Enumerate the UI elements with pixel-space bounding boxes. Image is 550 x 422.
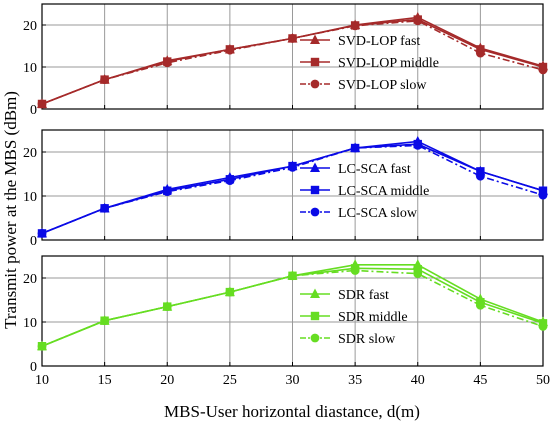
legend-marker — [310, 333, 320, 343]
x-tick-label: 35 — [348, 373, 362, 388]
x-axis-label: MBS-User horizontal diastance, d(m) — [164, 402, 420, 421]
data-point — [162, 302, 172, 311]
legend-label: LC-SCA fast — [338, 162, 411, 177]
legend: SVD-LOP fast SVD-LOP middle SVD-LOP slow — [300, 34, 439, 93]
x-tick-label: 30 — [286, 373, 300, 388]
legend: LC-SCA fast LC-SCA middle LC-SCA slow — [300, 162, 429, 221]
legend-label: SDR slow — [338, 332, 396, 347]
legend-label: SVD-LOP slow — [338, 78, 427, 93]
data-point — [288, 34, 297, 43]
x-tick-labels: 10 15 20 25 30 35 40 45 50 — [35, 373, 550, 388]
y-tick-label: 10 — [23, 316, 37, 331]
legend-label: SDR fast — [338, 288, 389, 303]
legend-marker — [310, 57, 320, 67]
data-point — [100, 316, 110, 326]
legend-label: SDR middle — [338, 310, 408, 325]
legend-marker — [310, 311, 320, 321]
data-point — [413, 269, 423, 278]
x-tick-label: 15 — [98, 373, 112, 388]
data-point — [225, 287, 235, 297]
data-point — [350, 143, 360, 153]
y-tick-label: 20 — [23, 19, 37, 34]
data-point — [475, 171, 485, 181]
y-tick-label: 0 — [30, 360, 37, 375]
y-axis-label: Transmit power at the MBS (dBm) — [1, 91, 20, 329]
data-point — [350, 266, 360, 275]
x-tick-label: 40 — [411, 373, 425, 388]
series-svd-lop-slow — [37, 16, 548, 109]
data-point — [475, 300, 485, 310]
series-sdr-slow — [37, 266, 548, 351]
legend-marker — [310, 162, 320, 172]
data-point — [225, 176, 235, 186]
data-point — [350, 21, 360, 31]
data-point — [538, 322, 548, 331]
panels: 0 10 20 SVD-LOP fast SVD-LOP middle SVD-LOP s… — [23, 3, 548, 375]
x-tick-label: 20 — [160, 373, 174, 388]
data-point — [162, 187, 172, 197]
y-tick-label: 10 — [23, 190, 37, 205]
series-lc-sca-slow — [37, 141, 548, 238]
data-point — [413, 141, 423, 150]
data-point — [538, 190, 548, 200]
data-point — [413, 16, 423, 26]
data-point — [538, 65, 548, 75]
legend-marker — [310, 79, 320, 89]
data-point — [476, 167, 485, 176]
legend-label: SVD-LOP middle — [338, 56, 439, 71]
data-point — [37, 229, 47, 238]
x-tick-label: 45 — [473, 373, 487, 388]
data-point — [288, 163, 297, 172]
x-tick-label: 50 — [536, 373, 550, 388]
x-tick-label: 10 — [35, 373, 49, 388]
data-point — [37, 99, 47, 109]
data-point — [100, 75, 110, 84]
legend-marker — [310, 207, 320, 217]
panel-1: 0 10 20 SVD-LOP fast SVD-LOP middle SVD-LOP s… — [23, 3, 548, 118]
legend: SDR fast SDR middle SDR slow — [300, 288, 408, 347]
data-point — [100, 203, 110, 213]
data-point — [162, 58, 172, 68]
data-point — [225, 45, 235, 55]
y-tick-label: 0 — [30, 234, 37, 249]
legend-label: LC-SCA middle — [338, 184, 429, 199]
legend-label: SVD-LOP fast — [338, 34, 420, 49]
data-point — [37, 341, 47, 351]
legend-marker — [310, 185, 320, 195]
panel-2: 0 10 20 LC-SCA fast LC-SCA middle LC-SCA slow — [23, 129, 548, 249]
legend-label: LC-SCA slow — [338, 206, 418, 221]
y-tick-label: 20 — [23, 146, 37, 161]
data-point — [475, 48, 485, 58]
y-tick-label: 0 — [30, 103, 37, 118]
legend-marker — [310, 288, 320, 298]
panel-3: 0 10 20 SDR fast SDR middle SDR slow — [23, 255, 548, 375]
y-tick-label: 20 — [23, 272, 37, 287]
x-tick-label: 25 — [223, 373, 237, 388]
y-tick-label: 10 — [23, 61, 37, 76]
legend-marker — [310, 34, 320, 44]
data-point — [288, 271, 297, 281]
